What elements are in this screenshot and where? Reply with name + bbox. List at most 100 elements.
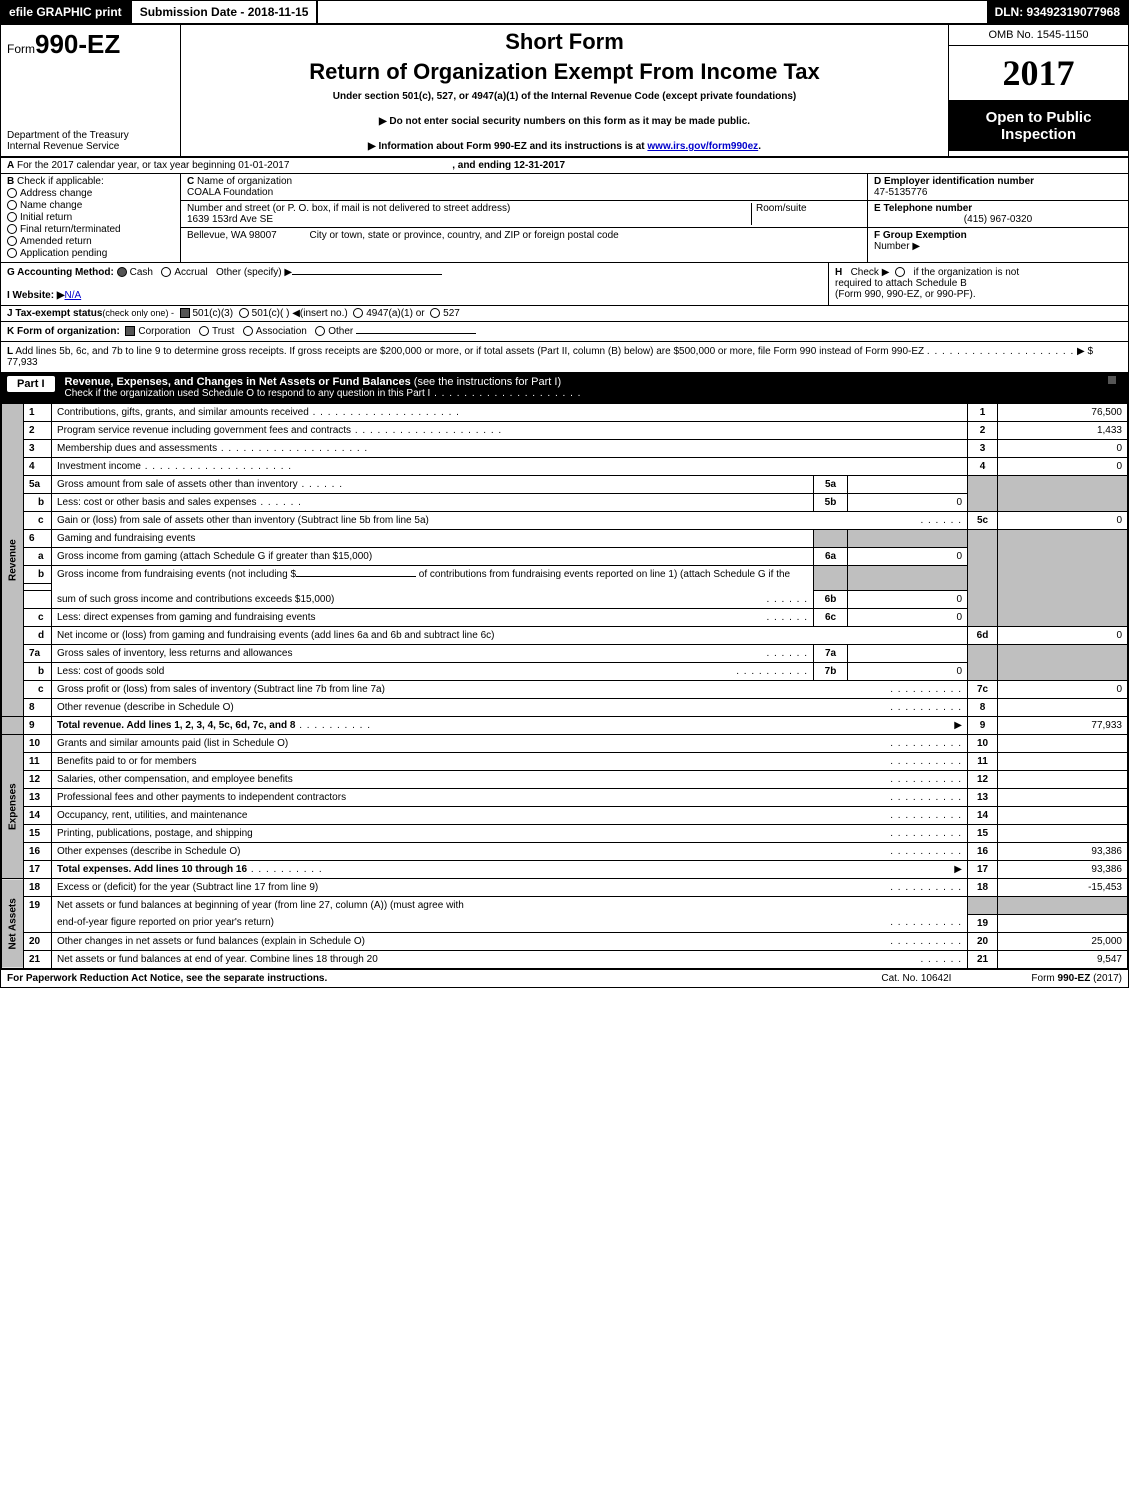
val-20: 25,000 (998, 932, 1128, 950)
j-sub: (check only one) - (102, 308, 174, 318)
note2-pre: ▶ Information about Form 990-EZ and its … (368, 141, 647, 152)
val-5b: 0 (848, 494, 968, 512)
line-9: 9 Total revenue. Add lines 1, 2, 3, 4, 5… (2, 717, 1128, 735)
side-netassets: Net Assets (2, 879, 24, 969)
val-6d: 0 (998, 627, 1128, 645)
chk-address-change[interactable]: Address change (7, 188, 174, 199)
chk-initial-return[interactable]: Initial return (7, 212, 174, 223)
chk-trust[interactable] (199, 326, 209, 336)
chk-h[interactable] (895, 267, 905, 277)
open-line2: Inspection (953, 126, 1124, 143)
c-addr-cell: Number and street (or P. O. box, if mail… (181, 201, 867, 228)
val-17: 93,386 (998, 861, 1128, 879)
e-cell: E Telephone number (415) 967-0320 (868, 201, 1128, 228)
line-7a: 7a Gross sales of inventory, less return… (2, 645, 1128, 663)
footer-mid: Cat. No. 10642I (881, 973, 951, 984)
footer-right: Form 990-EZ (2017) (1031, 973, 1122, 984)
chk-501c[interactable] (239, 308, 249, 318)
line-6b-3: sum of such gross income and contributio… (2, 591, 1128, 609)
topbar-spacer (318, 1, 986, 23)
lines-table: Revenue 1 Contributions, gifts, grants, … (1, 403, 1128, 969)
ein-value: 47-5135776 (874, 187, 927, 198)
line-6b-1: b Gross income from fundraising events (… (2, 566, 1128, 584)
val-5a (848, 476, 968, 494)
row-g: G Accounting Method: Cash Accrual Other … (7, 267, 822, 278)
line-15: 15 Printing, publications, postage, and … (2, 825, 1128, 843)
form-page: efile GRAPHIC print Submission Date - 20… (0, 0, 1129, 988)
label-a: A (7, 160, 14, 171)
6b-input[interactable] (296, 576, 416, 577)
chk-application-pending[interactable]: Application pending (7, 248, 174, 259)
row-a: A For the 2017 calendar year, or tax yea… (1, 158, 1128, 174)
h-text3: required to attach Schedule B (835, 278, 967, 289)
part1-check-line: Check if the organization used Schedule … (65, 388, 582, 399)
line-13: 13 Professional fees and other payments … (2, 789, 1128, 807)
tax-year: 2017 (949, 46, 1128, 101)
val-1: 76,500 (998, 404, 1128, 422)
chk-final-return[interactable]: Final return/terminated (7, 224, 174, 235)
c-city-lbl: City or town, state or province, country… (309, 230, 618, 241)
line-19-1: 19 Net assets or fund balances at beginn… (2, 897, 1128, 915)
chk-cash[interactable] (117, 267, 127, 277)
header-center: Short Form Return of Organization Exempt… (181, 25, 948, 156)
val-6c: 0 (848, 609, 968, 627)
h-text4: (Form 990, 990-EZ, or 990-PF). (835, 289, 976, 300)
val-18: -15,453 (998, 879, 1128, 897)
row-ghi: G Accounting Method: Cash Accrual Other … (1, 263, 1128, 306)
chk-501c3[interactable] (180, 308, 190, 318)
val-16: 93,386 (998, 843, 1128, 861)
k-other-input[interactable] (356, 333, 476, 334)
h-text2: if the organization is not (914, 267, 1020, 278)
row-a-mid: , and ending 12-31-2017 (452, 160, 565, 171)
chk-name-change[interactable]: Name change (7, 200, 174, 211)
chk-assoc[interactable] (243, 326, 253, 336)
block-bcdef: B Check if applicable: Address change Na… (1, 174, 1128, 263)
chk-corp[interactable] (125, 326, 135, 336)
line-5a: 5a Gross amount from sale of assets othe… (2, 476, 1128, 494)
part1-checkbox[interactable] (1107, 374, 1120, 386)
line-6c: c Less: direct expenses from gaming and … (2, 609, 1128, 627)
val-10 (998, 735, 1128, 753)
line-10: Expenses 10 Grants and similar amounts p… (2, 735, 1128, 753)
val-7a (848, 645, 968, 663)
dln-label: DLN: 93492319077968 (987, 1, 1128, 23)
chk-4947[interactable] (353, 308, 363, 318)
chk-accrual[interactable] (161, 267, 171, 277)
d-label: D Employer identification number (874, 176, 1034, 187)
chk-527[interactable] (430, 308, 440, 318)
val-2: 1,433 (998, 422, 1128, 440)
val-3: 0 (998, 440, 1128, 458)
val-7c: 0 (998, 681, 1128, 699)
chk-amended-return[interactable]: Amended return (7, 236, 174, 247)
col-b: B Check if applicable: Address change Na… (1, 174, 181, 262)
line-12: 12 Salaries, other compensation, and emp… (2, 771, 1128, 789)
line-21: 21 Net assets or fund balances at end of… (2, 950, 1128, 968)
d-cell: D Employer identification number 47-5135… (868, 174, 1128, 201)
e-label: E Telephone number (874, 203, 972, 214)
chk-other-org[interactable] (315, 326, 325, 336)
line-19-2: end-of-year figure reported on prior yea… (2, 914, 1128, 932)
website-link[interactable]: N/A (65, 290, 82, 301)
irs-link[interactable]: www.irs.gov/form990ez (647, 141, 758, 152)
short-form-label: Short Form (191, 29, 938, 55)
part1-title: Revenue, Expenses, and Changes in Net As… (61, 374, 586, 401)
val-11 (998, 753, 1128, 771)
c-city-cell: Bellevue, WA 98007 City or town, state o… (181, 228, 867, 243)
part1-name: Part I (7, 376, 55, 392)
label-c: C (187, 176, 194, 187)
f-label2: Number ▶ (874, 241, 920, 252)
department-label: Department of the Treasury Internal Reve… (7, 130, 174, 152)
h-label: H (835, 267, 842, 278)
room-suite: Room/suite (751, 203, 861, 225)
efile-print-label: efile GRAPHIC print (1, 1, 130, 23)
submission-date: Submission Date - 2018-11-15 (130, 1, 319, 23)
line-1: Revenue 1 Contributions, gifts, grants, … (2, 404, 1128, 422)
line-20: 20 Other changes in net assets or fund b… (2, 932, 1128, 950)
val-21: 9,547 (998, 950, 1128, 968)
dept-line1: Department of the Treasury (7, 130, 174, 141)
line-2: 2 Program service revenue including gove… (2, 422, 1128, 440)
val-5c: 0 (998, 512, 1128, 530)
h-text1: Check ▶ (851, 267, 890, 278)
c-name-lbl: Name of organization (197, 176, 292, 187)
g-other-input[interactable] (292, 274, 442, 275)
